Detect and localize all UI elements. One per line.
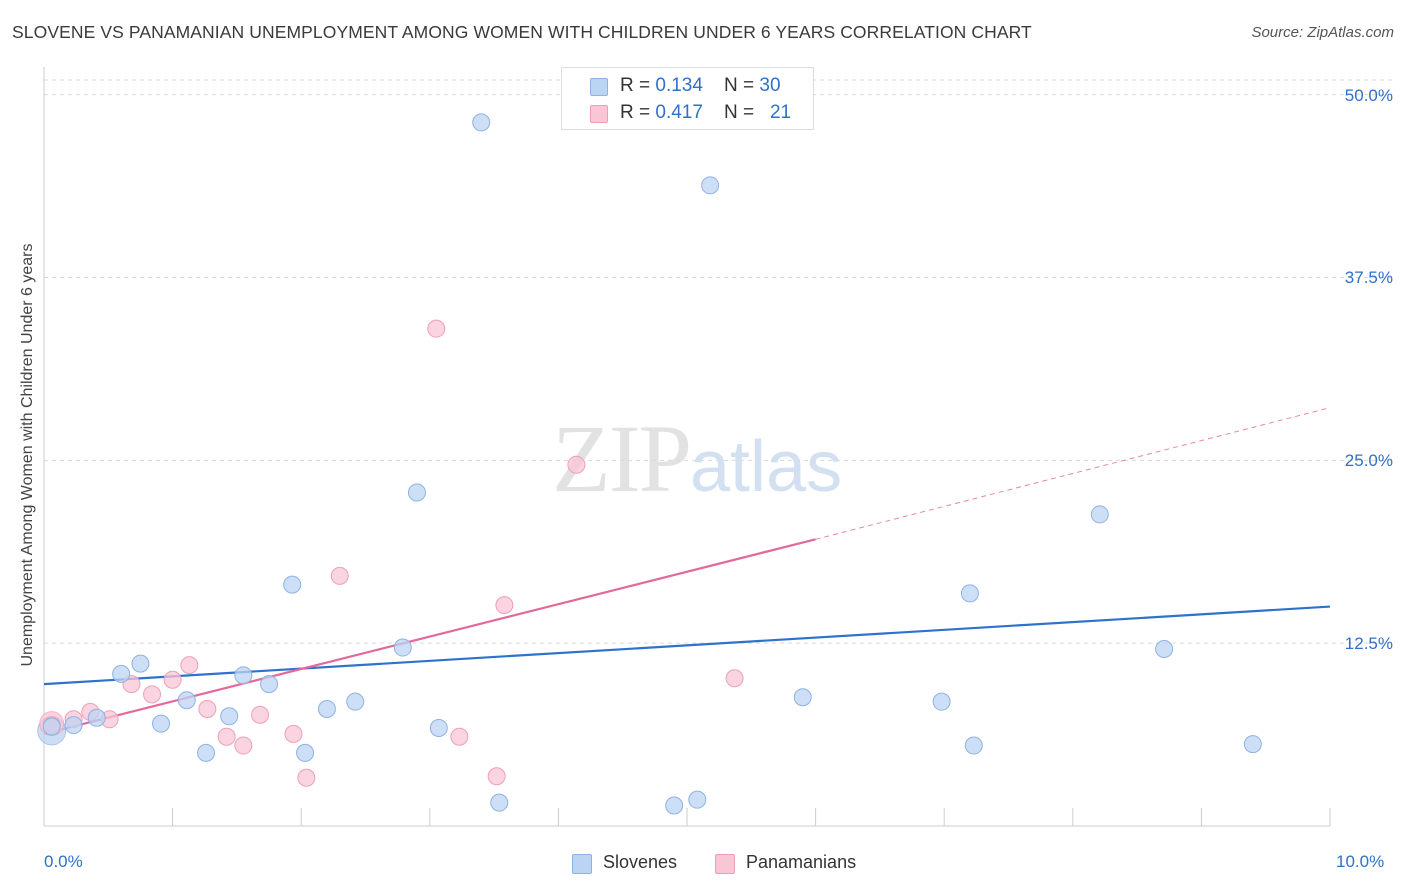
point-panamanians-12	[284, 724, 303, 743]
point-panamanians-13	[297, 768, 316, 787]
point-panamanians-16	[450, 727, 469, 746]
correlation-legend: R = 0.134 N = 30 R = 0.417 N = 21	[561, 67, 814, 130]
point-slovenes-28	[1155, 640, 1174, 659]
point-slovenes-1	[64, 716, 83, 735]
point-panamanians-10	[234, 736, 253, 755]
trend-line-panamanians-extension	[815, 407, 1331, 540]
point-panamanians-15	[427, 319, 446, 338]
trend-line-panamanians	[43, 538, 816, 735]
point-slovenes-18	[472, 113, 491, 132]
point-panamanians-5	[143, 685, 162, 704]
point-slovenes-22	[701, 176, 720, 195]
grid-lines	[44, 79, 1392, 644]
legend-swatch-slovenes	[590, 78, 608, 96]
point-slovenes-2	[87, 708, 106, 727]
trend-line-slovenes	[43, 605, 1331, 686]
point-panamanians-19	[567, 455, 586, 474]
point-slovenes-16	[407, 483, 426, 502]
point-slovenes-24	[932, 692, 951, 711]
point-panamanians-18	[495, 596, 514, 615]
point-slovenes-3	[112, 664, 131, 683]
y-tick-label-2: 37.5%	[1344, 268, 1393, 288]
legend-swatch-slovenes-bottom	[572, 854, 592, 874]
point-slovenes-12	[296, 743, 315, 762]
point-slovenes-15	[393, 638, 412, 657]
point-panamanians-6	[163, 670, 182, 689]
legend-text-slovenes: R = 0.134 N = 30	[620, 75, 781, 96]
y-tick-label-1: 25.0%	[1344, 451, 1393, 471]
point-slovenes-10	[260, 675, 279, 694]
legend-swatch-panamanians	[590, 105, 608, 123]
trend-lines	[43, 407, 1331, 735]
point-panamanians-8	[198, 699, 217, 718]
point-slovenes-19	[490, 793, 509, 812]
point-slovenes-25	[960, 584, 979, 603]
point-slovenes-23	[793, 688, 812, 707]
point-panamanians-7	[180, 656, 199, 675]
point-slovenes-27	[1090, 505, 1109, 524]
point-slovenes-0	[42, 717, 61, 736]
point-slovenes-5	[152, 714, 171, 733]
x-tick-min: 0.0%	[44, 852, 83, 871]
point-slovenes-29	[1243, 735, 1262, 754]
point-slovenes-14	[346, 692, 365, 711]
point-slovenes-21	[688, 790, 707, 809]
legend-label-panamanians: Panamanians	[746, 852, 857, 872]
point-panamanians-11	[251, 705, 270, 724]
point-slovenes-17	[429, 718, 448, 737]
point-panamanians-17	[487, 767, 506, 786]
x-tick-max: 10.0%	[1336, 852, 1385, 871]
y-tick-label-3: 50.0%	[1344, 85, 1393, 105]
legend-text-panamanians: R = 0.417 N = 21	[620, 102, 792, 123]
data-points	[37, 113, 1262, 815]
chart-title: SLOVENE VS PANAMANIAN UNEMPLOYMENT AMONG…	[12, 22, 1032, 42]
legend-label-slovenes: Slovenes	[603, 852, 678, 872]
point-panamanians-14	[330, 566, 349, 585]
point-panamanians-9	[217, 727, 236, 746]
legend-swatch-panamanians-bottom	[715, 854, 735, 874]
point-slovenes-20	[665, 796, 684, 815]
point-slovenes-26	[964, 736, 983, 755]
point-slovenes-8	[220, 707, 239, 726]
point-slovenes-6	[177, 691, 196, 710]
y-tick-label-0: 12.5%	[1344, 634, 1393, 654]
point-panamanians-20	[725, 669, 744, 688]
point-slovenes-9	[234, 666, 253, 685]
point-slovenes-13	[317, 699, 336, 718]
point-slovenes-7	[197, 743, 216, 762]
point-slovenes-11	[283, 575, 302, 594]
source-label: Source: ZipAtlas.com	[1251, 24, 1394, 41]
watermark-atlas: atlas	[690, 427, 843, 507]
point-slovenes-4	[131, 654, 150, 673]
axes	[43, 67, 1331, 827]
series-legend: Slovenes Panamanians	[0, 852, 1406, 878]
